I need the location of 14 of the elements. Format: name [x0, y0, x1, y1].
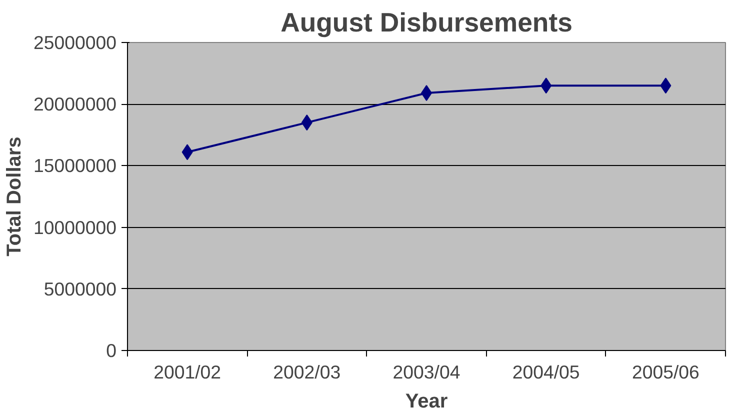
y-tick-label: 0 — [106, 340, 117, 361]
x-tick-label: 2004/05 — [512, 362, 580, 382]
x-tick-label: 2003/04 — [392, 362, 460, 382]
y-tick-label: 5000000 — [44, 278, 117, 300]
x-tick-label: 2005/06 — [632, 362, 700, 382]
y-tick-label: 10000000 — [33, 216, 117, 238]
x-axis-title: Year — [405, 390, 448, 412]
chart-title: August Disbursements — [280, 8, 572, 38]
y-tick-label: 15000000 — [33, 155, 117, 176]
y-tick-label: 25000000 — [33, 32, 117, 53]
y-tick-label: 20000000 — [33, 94, 117, 115]
y-axis-title: Total Dollars — [3, 136, 26, 256]
x-tick-label: 2002/03 — [273, 362, 341, 382]
x-tick-label: 2001/02 — [154, 362, 222, 382]
